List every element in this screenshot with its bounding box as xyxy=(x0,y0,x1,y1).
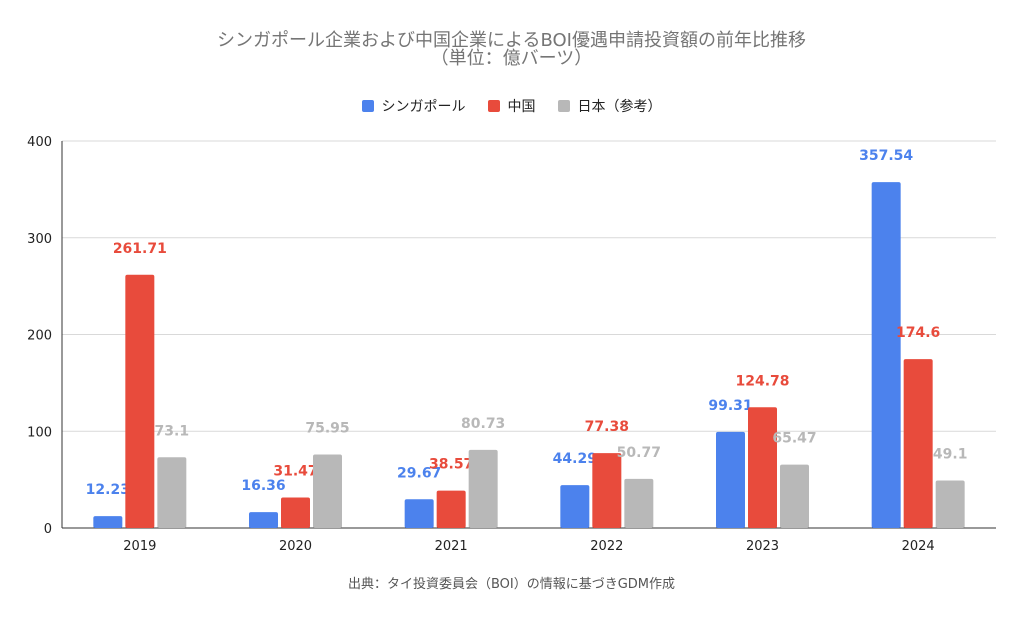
data-label: 174.6 xyxy=(896,325,940,341)
data-label: 44.29 xyxy=(553,451,597,467)
data-label: 49.1 xyxy=(933,446,968,462)
x-tick-label: 2022 xyxy=(590,539,623,554)
legend-item-singapore: シンガポール xyxy=(361,96,466,116)
bar xyxy=(249,512,278,528)
bar xyxy=(404,499,434,528)
bar xyxy=(903,359,933,528)
bar xyxy=(935,480,965,528)
bar xyxy=(716,431,745,528)
data-label: 16.36 xyxy=(241,478,285,494)
bar xyxy=(93,516,123,528)
data-label: 357.54 xyxy=(859,148,913,164)
x-tick-label: 2020 xyxy=(279,539,312,554)
bar xyxy=(748,407,777,528)
y-tick-label: 300 xyxy=(27,232,52,247)
legend-label-china: 中国 xyxy=(507,99,536,115)
legend-swatch-japan xyxy=(557,100,570,112)
bar xyxy=(157,457,187,528)
legend-label-singapore: シンガポール xyxy=(381,99,466,115)
legend-item-japan: 日本（参考） xyxy=(557,96,662,116)
data-label: 29.67 xyxy=(397,465,441,481)
legend-swatch-china xyxy=(487,100,500,112)
data-label: 31.47 xyxy=(273,464,317,480)
bar xyxy=(560,485,590,528)
y-tick-label: 200 xyxy=(27,329,52,344)
y-tick-label: 100 xyxy=(27,425,52,440)
chart-title: シンガポール企業および中国企業によるBOI優遇申請投資額の前年比推移 xyxy=(217,30,806,51)
source-note: 出典：タイ投資委員会（BOI）の情報に基づきGDM作成 xyxy=(347,577,676,592)
data-label: 124.78 xyxy=(735,373,789,389)
legend: シンガポール 中国 日本（参考） xyxy=(0,96,1023,116)
bar xyxy=(436,490,466,528)
bar xyxy=(281,497,310,528)
x-tick-label: 2021 xyxy=(435,539,468,554)
data-label: 12.23 xyxy=(86,482,130,498)
bar xyxy=(592,453,622,528)
bar xyxy=(125,274,155,528)
x-tick-label: 2024 xyxy=(902,539,935,554)
data-label: 38.57 xyxy=(429,457,473,473)
x-tick-label: 2019 xyxy=(123,539,156,554)
data-label: 73.1 xyxy=(155,423,190,439)
data-label: 80.73 xyxy=(461,416,505,432)
y-tick-label: 400 xyxy=(27,135,52,150)
data-label: 65.47 xyxy=(772,431,816,447)
data-label: 75.95 xyxy=(305,421,349,437)
data-label: 50.77 xyxy=(617,445,661,461)
legend-swatch-singapore xyxy=(361,100,374,112)
y-tick-label: 0 xyxy=(44,522,52,537)
legend-item-china: 中国 xyxy=(487,96,536,116)
bar xyxy=(313,454,342,528)
bar xyxy=(871,182,901,528)
bar xyxy=(468,449,498,528)
chart-subtitle: （単位：億バーツ） xyxy=(430,48,593,69)
bar xyxy=(780,464,809,528)
data-label: 77.38 xyxy=(585,419,629,435)
bar xyxy=(624,478,654,528)
legend-label-japan: 日本（参考） xyxy=(577,99,662,115)
data-label: 261.71 xyxy=(113,241,167,257)
x-tick-label: 2023 xyxy=(746,539,779,554)
data-label: 99.31 xyxy=(708,398,752,414)
